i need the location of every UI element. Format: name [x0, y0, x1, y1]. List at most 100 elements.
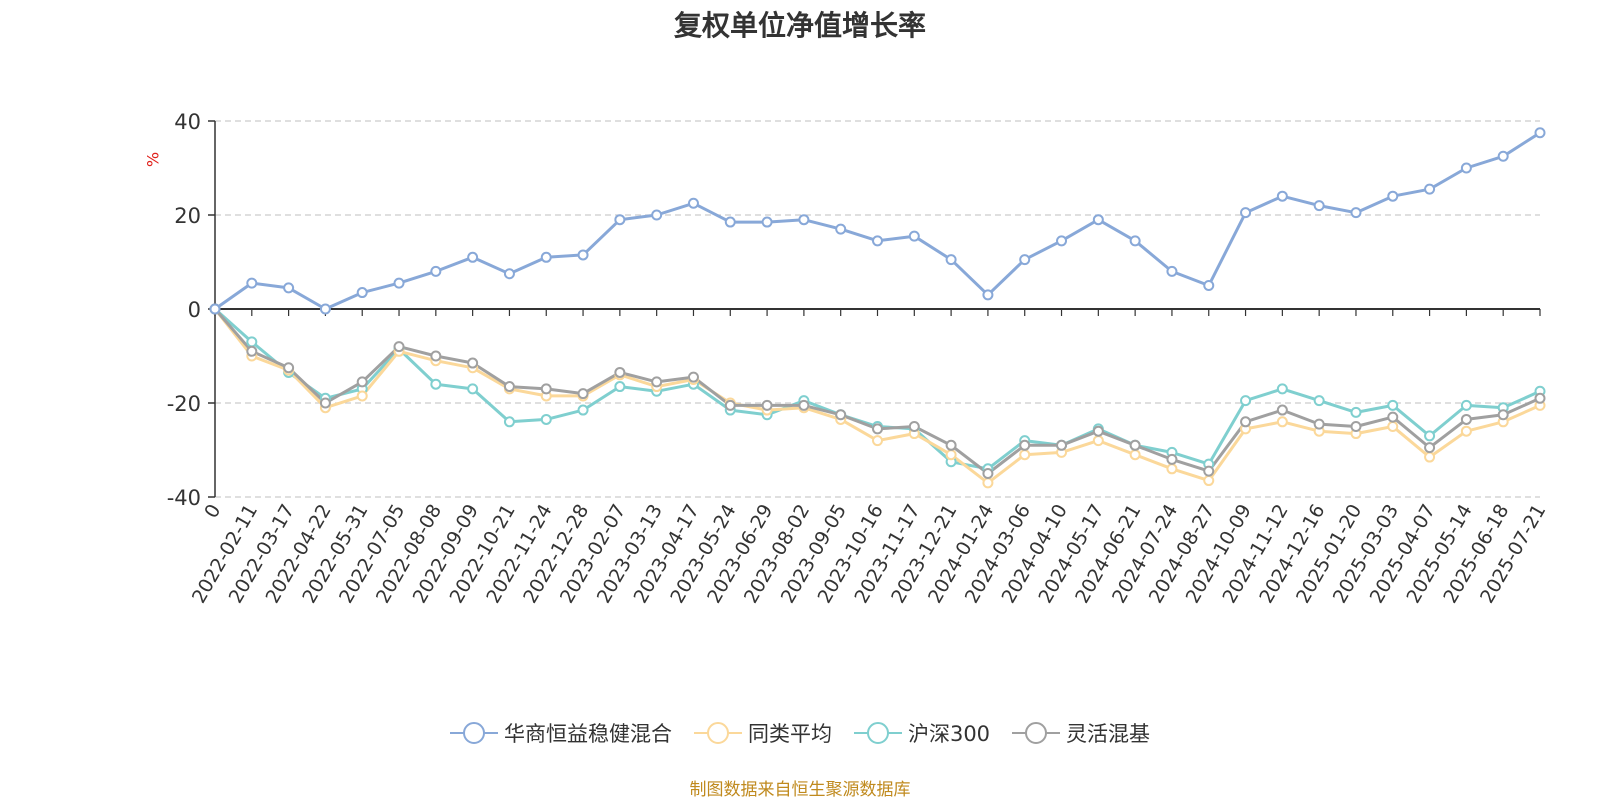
- data-point: [1203, 465, 1215, 477]
- data-point: [1092, 435, 1104, 447]
- legend-label: 同类平均: [747, 722, 832, 746]
- data-point: [356, 376, 368, 388]
- legend-item[interactable]: 华商恒益稳健混合: [449, 718, 672, 748]
- data-point: [1240, 207, 1252, 219]
- legend-label: 灵活混基: [1066, 722, 1151, 746]
- data-point: [1387, 399, 1399, 411]
- legend-item[interactable]: 灵活混基: [1012, 718, 1150, 748]
- data-point: [1240, 395, 1252, 407]
- data-point: [1313, 418, 1325, 430]
- series-line: [213, 308, 1541, 485]
- data-point: [687, 371, 699, 383]
- data-point: [798, 214, 810, 226]
- data-point: [1129, 235, 1141, 247]
- data-point: [1350, 406, 1362, 418]
- data-point: [319, 303, 331, 315]
- data-point: [1460, 162, 1472, 174]
- data-point: [835, 223, 847, 235]
- data-point: [614, 366, 626, 378]
- data-point: [761, 216, 773, 228]
- data-point: [982, 468, 994, 479]
- data-point: [1276, 383, 1288, 395]
- data-point: [1203, 475, 1215, 487]
- legend-item[interactable]: 沪深300: [853, 718, 990, 748]
- y-tick-label: -40: [167, 486, 201, 510]
- data-point: [1460, 425, 1472, 437]
- data-point: [1313, 200, 1325, 212]
- data-point: [1424, 451, 1436, 463]
- data-point: [246, 345, 258, 357]
- data-point: [687, 197, 699, 209]
- data-point: [283, 362, 295, 374]
- y-tick-labels: 40 20 0 -20 -40: [167, 110, 201, 510]
- data-point: [798, 399, 810, 411]
- data-point: [430, 350, 442, 362]
- x-tick-labels: 02022-02-112022-03-172022-04-222022-05-3…: [188, 501, 1550, 608]
- data-point: [319, 397, 331, 409]
- data-point: [577, 249, 589, 261]
- data-point: [1203, 280, 1215, 291]
- data-point: [1387, 421, 1399, 432]
- data-point: [761, 399, 773, 411]
- x-tick-label: 0: [200, 501, 225, 522]
- data-point: [1240, 416, 1252, 428]
- data-point: [872, 235, 883, 247]
- data-point: [1424, 430, 1436, 442]
- data-point: [430, 378, 442, 390]
- legend-item[interactable]: 同类平均: [693, 718, 832, 748]
- data-point: [982, 289, 994, 301]
- line-chart: 40 20 0 -20 -40 02022-02-112022-03-172022-04…: [167, 110, 1551, 608]
- y-tick-label: 40: [174, 110, 201, 134]
- data-point: [393, 341, 405, 353]
- data-point: [467, 251, 479, 263]
- data-point: [430, 265, 442, 277]
- data-point: [1460, 399, 1472, 411]
- data-point: [577, 388, 589, 400]
- y-tick-label: 0: [188, 298, 201, 322]
- data-point: [503, 416, 515, 428]
- data-point: [209, 303, 221, 315]
- data-point: [982, 477, 994, 489]
- data-point: [1424, 183, 1436, 195]
- legend-symbol-icon: [693, 721, 742, 745]
- data-point: [1019, 254, 1031, 266]
- data-point: [1056, 439, 1068, 451]
- data-point: [1497, 409, 1509, 421]
- data-point: [577, 404, 589, 416]
- y-tick-label: 20: [174, 204, 201, 228]
- data-point: [1019, 449, 1031, 461]
- data-point: [724, 216, 736, 228]
- data-point: [614, 381, 626, 393]
- legend-label: 华商恒益稳健混合: [503, 722, 672, 746]
- data-point: [1276, 416, 1288, 428]
- data-point: [503, 268, 515, 280]
- y-tick-label: -20: [167, 392, 201, 416]
- series-line: [213, 308, 1541, 475]
- legend-symbol-icon: [1012, 721, 1061, 745]
- data-point: [246, 277, 258, 289]
- chart-title: 复权单位净值增长率: [673, 9, 926, 42]
- data-point: [283, 282, 295, 294]
- data-point: [503, 381, 515, 393]
- data-point: [1534, 392, 1546, 404]
- data-point: [1313, 395, 1325, 407]
- data-point: [1092, 425, 1104, 437]
- data-point: [1460, 413, 1472, 425]
- data-point: [872, 435, 883, 447]
- data-point: [540, 383, 552, 395]
- data-point: [614, 214, 626, 226]
- data-point: [1166, 265, 1178, 277]
- data-point: [651, 209, 663, 221]
- data-point: [467, 357, 479, 369]
- data-point: [393, 277, 405, 289]
- source-note: 制图数据来自恒生聚源数据库: [689, 780, 911, 800]
- data-point: [945, 449, 957, 461]
- data-point: [467, 383, 479, 395]
- data-point: [356, 390, 368, 402]
- series-points: [209, 127, 1546, 489]
- data-point: [945, 439, 957, 451]
- data-point: [1534, 127, 1546, 139]
- data-point: [1166, 453, 1178, 465]
- data-point: [246, 336, 258, 348]
- data-point: [1019, 439, 1031, 451]
